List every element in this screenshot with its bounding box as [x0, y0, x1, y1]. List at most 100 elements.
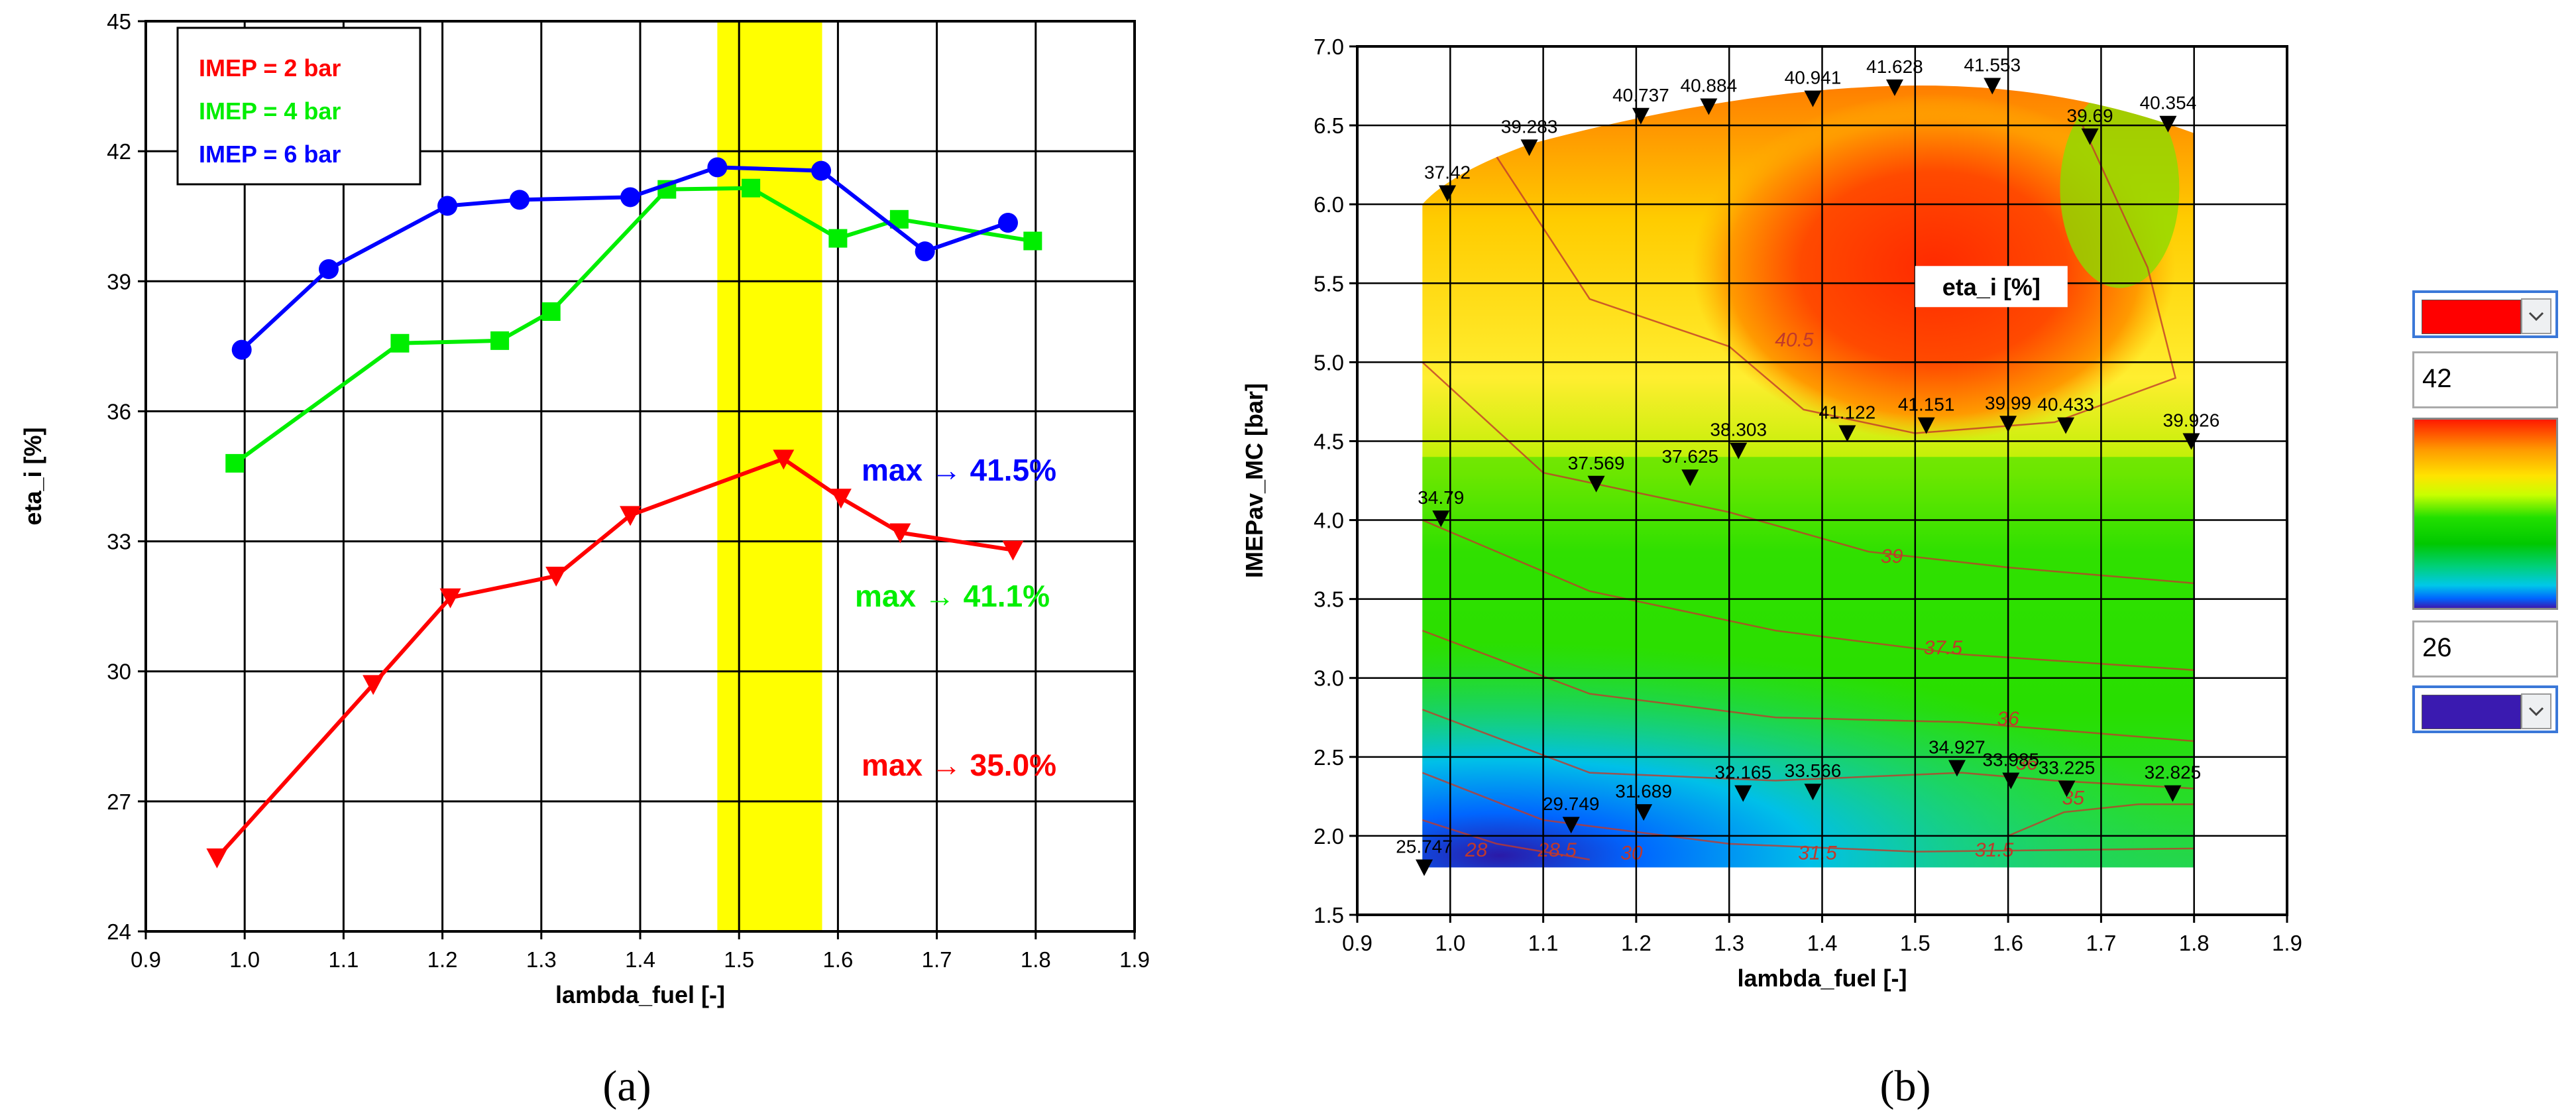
point-value-label: 39.69 — [2067, 105, 2113, 126]
point-value-label: 40.941 — [1785, 68, 1842, 88]
y-tick-label: 5.5 — [1314, 271, 1344, 296]
contour-label: 39 — [1881, 546, 1903, 567]
y-tick-label: 3.5 — [1314, 587, 1344, 612]
point-value-label: 34.79 — [1418, 487, 1464, 508]
x-tick-label: 1.3 — [1714, 931, 1744, 955]
x-tick-label: 1.2 — [427, 947, 458, 972]
point-value-label: 39.99 — [1985, 392, 2031, 413]
data-point — [915, 241, 935, 262]
data-point — [545, 566, 567, 587]
x-tick-label: 1.8 — [1021, 947, 1051, 972]
x-tick-label: 1.7 — [922, 947, 952, 972]
x-tick-label: 1.6 — [822, 947, 853, 972]
x-tick-label: 1.8 — [2179, 931, 2210, 955]
measurement-point — [1432, 510, 1450, 528]
point-value-label: 40.737 — [1612, 85, 1669, 105]
colorbar-gradient — [2412, 418, 2558, 610]
colorbar-min-color-select[interactable] — [2412, 685, 2558, 733]
x-tick-label: 1.2 — [1621, 931, 1652, 955]
y-tick-label: 39 — [107, 269, 131, 294]
measurement-point — [1416, 859, 1433, 876]
y-tick-label: 6.0 — [1314, 192, 1344, 217]
legend-entry: IMEP = 4 bar — [199, 97, 341, 125]
measurement-point — [1562, 817, 1580, 834]
y-tick-label: 1.5 — [1314, 903, 1344, 927]
measurement-point — [1948, 760, 1966, 777]
inner-label: eta_i [%] — [1942, 273, 2041, 300]
contour-line — [1422, 819, 1590, 860]
y-tick-label: 4.5 — [1314, 429, 1344, 453]
colorbar-max-value[interactable]: 42 — [2412, 351, 2558, 408]
measurement-point — [1838, 425, 1856, 442]
chevron-down-icon[interactable] — [2521, 298, 2551, 334]
data-point — [363, 675, 384, 695]
x-tick-label: 1.9 — [2272, 931, 2302, 955]
y-tick-label: 5.0 — [1314, 350, 1344, 375]
legend-box — [176, 27, 421, 186]
point-value-label: 34.927 — [1929, 736, 1986, 757]
data-point — [437, 196, 458, 216]
max-annotation-3: max → 41.5% — [862, 453, 1056, 487]
x-tick-label: 1.9 — [1119, 947, 1150, 972]
measurement-point — [1885, 79, 1903, 96]
point-value-label: 32.825 — [2145, 762, 2202, 783]
point-value-label: 33.225 — [2039, 757, 2096, 778]
measurement-point — [2057, 417, 2075, 434]
point-value-label: 39.926 — [2163, 410, 2220, 430]
y-tick-label: 45 — [107, 9, 131, 34]
x-tick-label: 1.3 — [526, 947, 557, 972]
chevron-down-icon[interactable] — [2521, 693, 2551, 729]
data-point — [998, 213, 1019, 233]
data-point — [828, 229, 848, 248]
measurement-point — [1681, 469, 1699, 487]
point-value-label: 41.151 — [1898, 394, 1955, 415]
data-point — [620, 506, 642, 526]
measurement-point — [1587, 475, 1605, 493]
y-tick-label: 24 — [107, 919, 131, 944]
colorbar-max-color-select[interactable] — [2412, 290, 2558, 338]
data-point — [509, 190, 530, 210]
data-point — [811, 160, 832, 181]
x-axis-label: lambda_fuel [-] — [1737, 965, 1907, 992]
colorbar-min-value[interactable]: 26 — [2412, 620, 2558, 677]
measurement-point — [2002, 772, 2020, 790]
data-point — [231, 339, 252, 360]
measurement-point — [2164, 785, 2182, 802]
plot-frame-b — [1356, 45, 2288, 916]
max-annotation-1: max → 35.0% — [862, 748, 1056, 782]
x-tick-label: 1.1 — [1528, 931, 1559, 955]
point-value-label: 37.569 — [1568, 453, 1625, 473]
contour-line — [1422, 709, 2194, 790]
point-value-label: 40.354 — [2140, 93, 2197, 113]
point-value-label: 39.283 — [1501, 116, 1558, 137]
contour-line — [1422, 630, 2194, 742]
y-tick-label: 6.5 — [1314, 113, 1344, 138]
x-tick-label: 1.6 — [1993, 931, 2023, 955]
measurement-point — [1917, 417, 1935, 434]
data-point — [439, 588, 461, 609]
y-tick-label: 30 — [107, 660, 131, 684]
x-tick-label: 1.5 — [724, 947, 754, 972]
data-point — [225, 453, 245, 473]
data-point — [541, 302, 561, 322]
measurement-point — [2081, 128, 2099, 145]
y-tick-label: 7.0 — [1314, 34, 1344, 59]
data-point — [742, 178, 761, 198]
point-value-label: 32.165 — [1714, 762, 1771, 783]
measurement-point — [2159, 115, 2177, 133]
x-tick-label: 1.4 — [1807, 931, 1838, 955]
legend-entry: IMEP = 2 bar — [199, 54, 341, 82]
point-value-label: 40.433 — [2037, 394, 2094, 415]
data-point — [1023, 231, 1042, 251]
data-point — [206, 848, 228, 868]
x-axis-label: lambda_fuel [-] — [555, 981, 725, 1008]
y-tick-label: 36 — [107, 399, 131, 424]
y-tick-label: 3.0 — [1314, 666, 1344, 691]
point-value-label: 41.553 — [1964, 55, 2021, 76]
point-value-label: 41.122 — [1819, 402, 1876, 423]
measurement-point — [1632, 107, 1650, 125]
x-tick-label: 1.7 — [2086, 931, 2116, 955]
measurement-point — [2058, 780, 2076, 797]
point-value-label: 33.985 — [1982, 750, 2039, 770]
